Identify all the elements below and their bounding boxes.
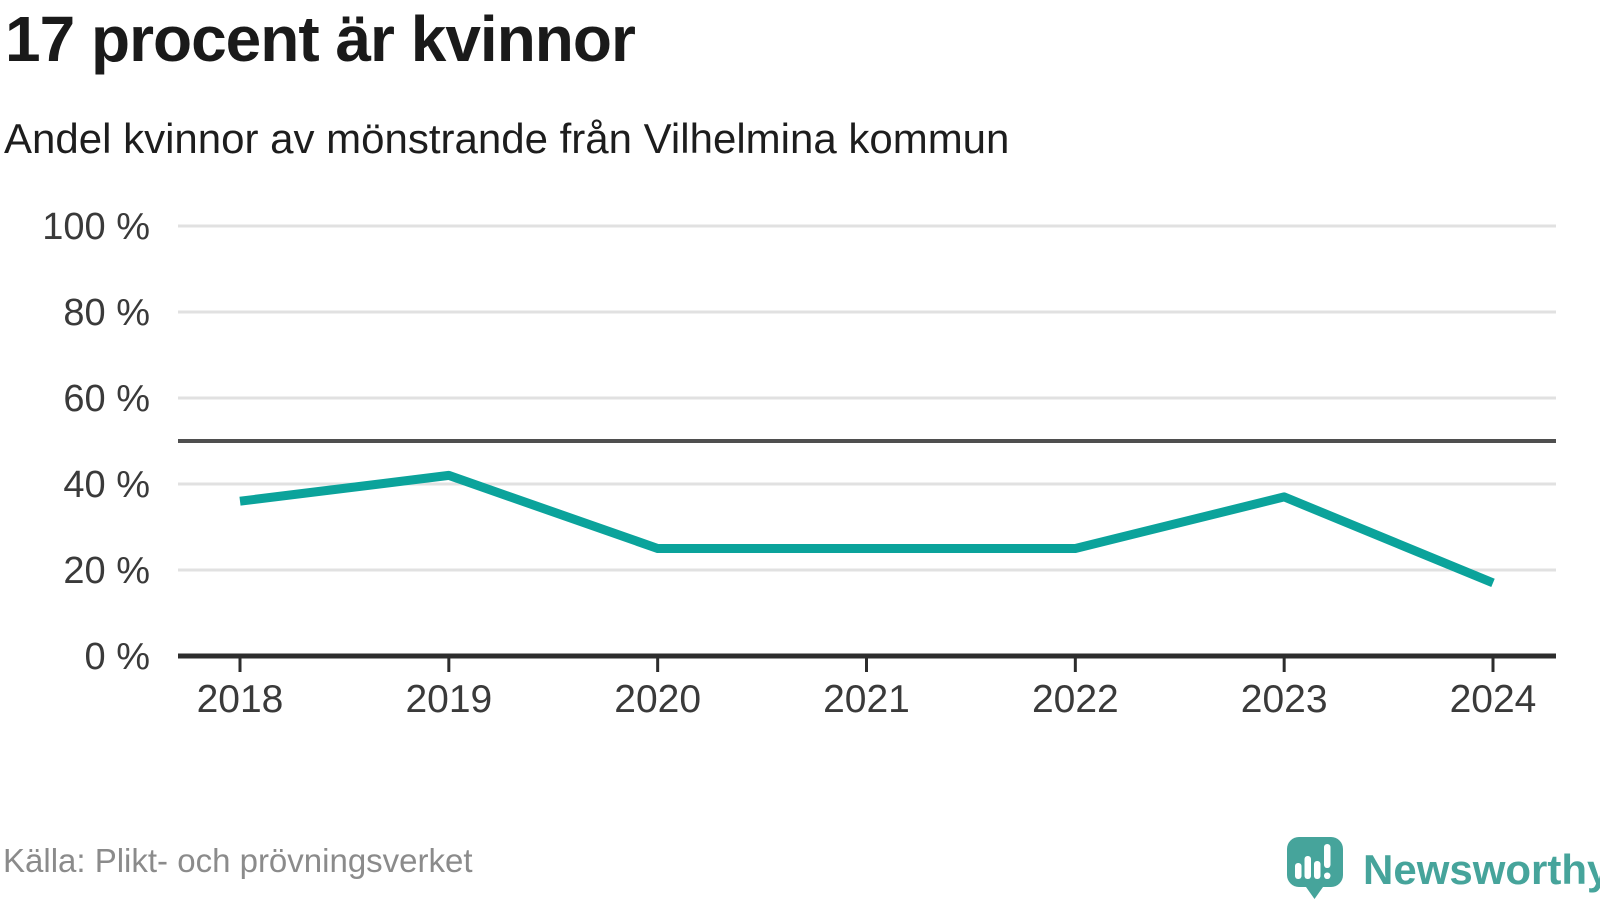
y-axis-tick-label: 100 % xyxy=(42,206,150,248)
y-axis-tick-label: 80 % xyxy=(63,292,150,334)
bar-2 xyxy=(1304,856,1311,879)
brand-name: Newsworthy xyxy=(1363,846,1600,893)
data-line xyxy=(239,470,1495,588)
speech-bubble-bar-chart-exclamation-icon xyxy=(1287,837,1343,899)
page-subtitle: Andel kvinnor av mönstrande från Vilhelm… xyxy=(4,115,1010,162)
x-axis-tick-label: 2024 xyxy=(1450,678,1537,721)
bar-3 xyxy=(1314,861,1321,879)
exclamation-stem xyxy=(1324,844,1331,868)
x-axis-tick-label: 2020 xyxy=(614,678,701,721)
bar-1 xyxy=(1295,863,1302,879)
x-axis-tick-label: 2023 xyxy=(1241,678,1328,721)
page-title: 17 procent är kvinnor xyxy=(5,3,636,75)
source-attribution: Källa: Plikt- och prövningsverket xyxy=(3,842,473,879)
x-axis-tick-label: 2022 xyxy=(1032,678,1119,721)
y-axis-tick-label: 60 % xyxy=(63,378,150,420)
y-axis-tick-label: 0 % xyxy=(85,636,150,678)
x-axis-tick-label: 2019 xyxy=(405,678,492,721)
exclamation-dot xyxy=(1324,872,1331,879)
x-axis-tick-label: 2018 xyxy=(197,678,284,721)
x-axis-tick-label: 2021 xyxy=(823,678,910,721)
newsworthy-logo: Newsworthy xyxy=(1286,824,1600,900)
y-axis-tick-label: 40 % xyxy=(63,464,150,506)
y-axis-tick-label: 20 % xyxy=(63,550,150,592)
